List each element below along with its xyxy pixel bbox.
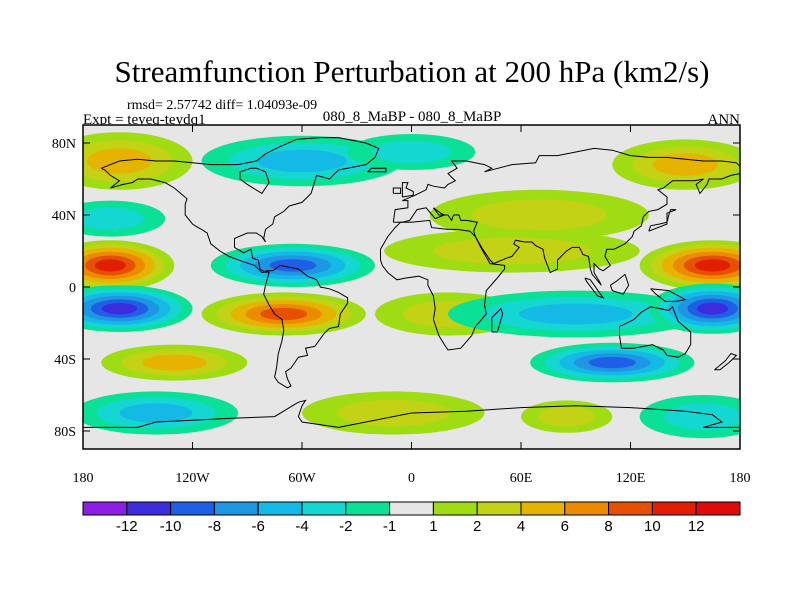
experiment-label: Expt = teyeq-teydq1 [83, 112, 206, 128]
coastline [392, 147, 740, 223]
colorbar-label: -2 [339, 518, 352, 535]
contour-region [119, 403, 193, 423]
coastline [392, 187, 402, 194]
colorbar-swatch [651, 501, 697, 516]
contour-region [518, 303, 633, 325]
coastline [584, 277, 605, 299]
y-tick-label: 80S [54, 425, 76, 440]
colorbar-swatch [432, 501, 478, 516]
y-tick-label: 80N [52, 137, 76, 152]
coastline [239, 167, 270, 195]
colorbar-label: -10 [160, 518, 182, 535]
colorbar-label: 10 [644, 518, 661, 535]
coastline [83, 399, 740, 428]
contour-region [260, 307, 308, 321]
colorbar-swatch [213, 501, 259, 516]
colorbar-label: 12 [688, 518, 705, 535]
x-tick-label: 60W [288, 471, 316, 486]
contour-region [652, 153, 718, 176]
contour-region [588, 356, 636, 369]
chart-title: Streamfunction Perturbation at 200 hPa (… [115, 54, 710, 89]
coastline [650, 288, 687, 302]
colorbar-swatch [476, 501, 522, 516]
colorbar-swatch [695, 501, 741, 516]
colorbar-swatch [389, 501, 434, 516]
contour-region [269, 259, 317, 272]
y-tick-label: 40N [52, 209, 76, 224]
colorbar-label: 8 [604, 518, 612, 535]
map-plot-area [82, 124, 741, 450]
x-tick-label: 120W [175, 471, 210, 486]
colorbar-swatch [257, 501, 303, 516]
y-tick-label: 0 [69, 281, 76, 296]
colorbar-swatch [170, 501, 215, 516]
x-tick-label: 0 [408, 471, 415, 486]
x-axis: 180 120W 60W 0 60E 120E 180 [73, 125, 751, 486]
colorbar-label: -6 [252, 518, 265, 535]
x-tick-label: 60E [510, 471, 533, 486]
colorbar-swatch [301, 501, 347, 516]
coastline [714, 353, 738, 371]
contour-region [697, 302, 729, 315]
colorbar-swatch [82, 501, 128, 516]
colorbar-swatch [564, 501, 610, 516]
x-tick-label: 180 [730, 471, 751, 486]
season-label: ANN [708, 112, 741, 128]
contour-region [433, 237, 591, 265]
x-tick-label: 180 [73, 471, 94, 486]
colorbar-swatch [608, 501, 653, 516]
colorbar-label: -4 [295, 518, 308, 535]
coastline [619, 305, 692, 358]
contour-region [141, 354, 207, 371]
coastline [263, 264, 349, 389]
colorbar-label: 4 [517, 518, 525, 535]
colorbar-label: -1 [383, 518, 396, 535]
colorbar-label: -8 [208, 518, 221, 535]
contour-region [664, 403, 740, 430]
colorbar-swatch [126, 501, 172, 516]
contour-region [94, 259, 126, 272]
y-tick-label: 40S [54, 353, 76, 368]
colorbar-label: -12 [116, 518, 138, 535]
colorbar-label: 1 [429, 518, 437, 535]
colorbar-swatch [345, 501, 391, 516]
x-tick-label: 120E [616, 471, 646, 486]
stats-label: rmsd= 2.57742 diff= 1.04093e-09 [127, 98, 317, 113]
colorbar-label: 2 [473, 518, 481, 535]
case-label: 080_8_MaBP - 080_8_MaBP [323, 109, 502, 125]
coastline [648, 209, 677, 232]
colorbar-swatch [520, 501, 566, 516]
y-axis: 80N 40N 0 40S 80S [52, 137, 740, 440]
contour-region [694, 259, 731, 272]
coastline [491, 307, 504, 333]
contour-region [372, 140, 451, 164]
coastline [367, 167, 387, 173]
coastline [401, 182, 414, 198]
contour-region [101, 302, 138, 315]
colorbar-label: 6 [561, 518, 569, 535]
contour-region [538, 406, 595, 427]
coastline [101, 137, 380, 274]
contour-region [257, 149, 347, 173]
coastline [393, 173, 740, 286]
contour-region [471, 199, 607, 231]
coastline [380, 219, 506, 351]
contour-region [337, 399, 450, 427]
contour-region [83, 207, 145, 230]
colorbar: -12 -10 -8 -6 -4 -2 -1 1 2 4 6 8 10 12 [82, 501, 741, 535]
coastline [609, 273, 630, 295]
